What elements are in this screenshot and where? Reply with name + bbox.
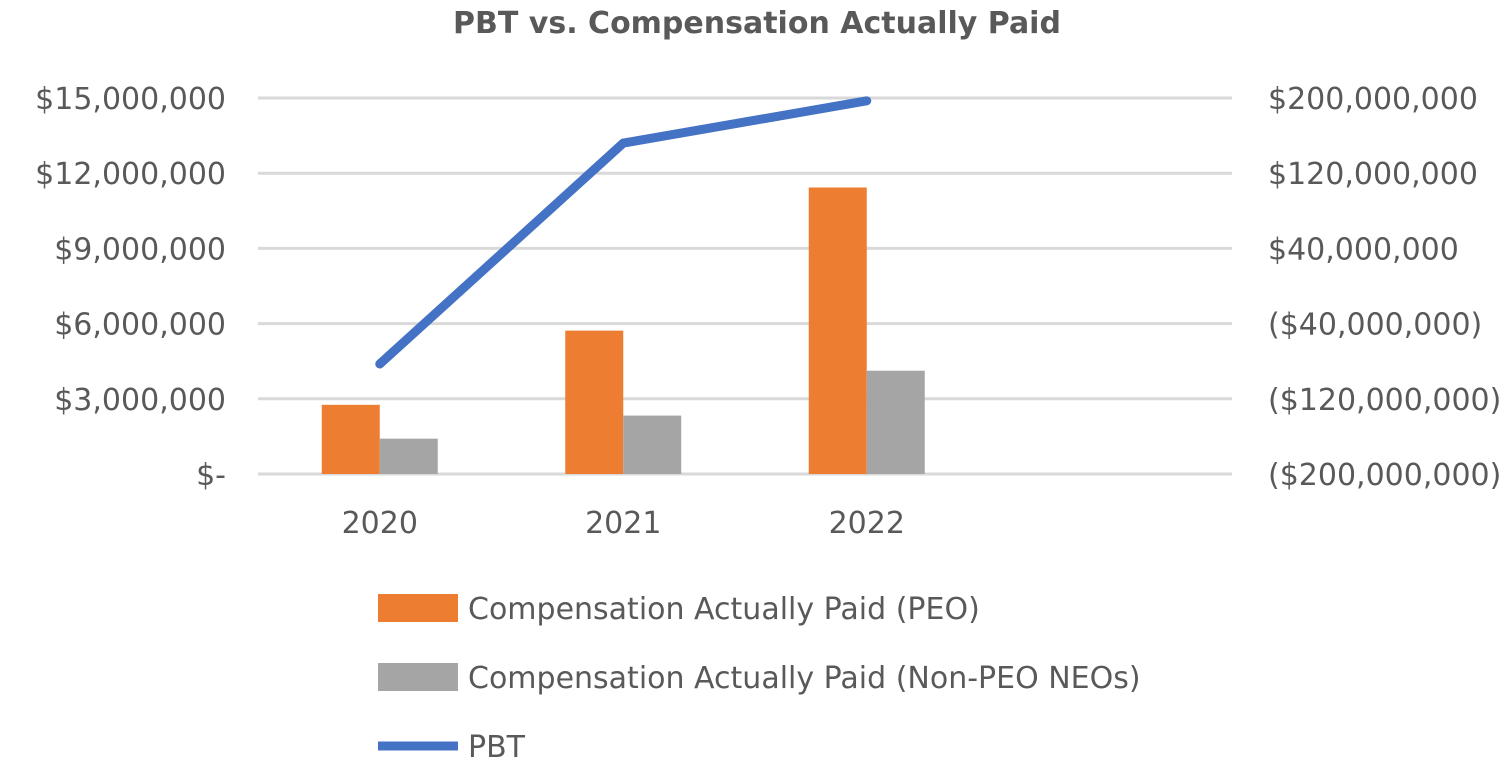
legend-label-0: Compensation Actually Paid (PEO) (468, 592, 980, 627)
right-tick-label: $40,000,000 (1268, 232, 1459, 267)
left-tick-label: $- (196, 458, 226, 493)
left-tick-label: $6,000,000 (54, 308, 226, 343)
bar-peo-2020 (321, 404, 380, 474)
chart-title: PBT vs. Compensation Actually Paid (453, 6, 1061, 41)
x-tick-label: 2022 (829, 506, 905, 541)
bar-non-peo-2022 (866, 370, 925, 474)
left-tick-label: $15,000,000 (35, 82, 226, 117)
legend-swatch-1 (378, 663, 458, 691)
bars (321, 187, 925, 474)
left-axis: $- $3,000,000 $6,000,000 $9,000,000 $12,000,… (35, 82, 226, 493)
x-tick-label: 2021 (585, 506, 661, 541)
right-tick-label: ($200,000,000) (1268, 458, 1500, 493)
gridlines (258, 96, 1232, 476)
bar-peo-2022 (808, 187, 867, 474)
left-tick-label: $9,000,000 (54, 232, 226, 267)
right-tick-label: $120,000,000 (1268, 157, 1478, 192)
right-tick-label: ($120,000,000) (1268, 383, 1500, 418)
legend-swatch-0 (378, 594, 458, 622)
bar-non-peo-2020 (379, 438, 438, 474)
legend-label-2: PBT (468, 730, 526, 765)
left-tick-label: $12,000,000 (35, 157, 226, 192)
right-tick-label: ($40,000,000) (1268, 308, 1482, 343)
right-tick-label: $200,000,000 (1268, 82, 1478, 117)
x-axis: 2020 2021 2022 (342, 506, 905, 541)
bar-peo-2021 (565, 330, 624, 474)
right-axis: ($200,000,000) ($120,000,000) ($40,000,000… (1268, 82, 1500, 493)
legend: Compensation Actually Paid (PEO) Compensa… (378, 592, 1141, 765)
left-tick-label: $3,000,000 (54, 383, 226, 418)
pbt-line-group (375, 96, 872, 369)
legend-label-1: Compensation Actually Paid (Non-PEO NEOs… (468, 661, 1141, 696)
bar-non-peo-2021 (623, 415, 682, 474)
x-tick-label: 2020 (342, 506, 418, 541)
